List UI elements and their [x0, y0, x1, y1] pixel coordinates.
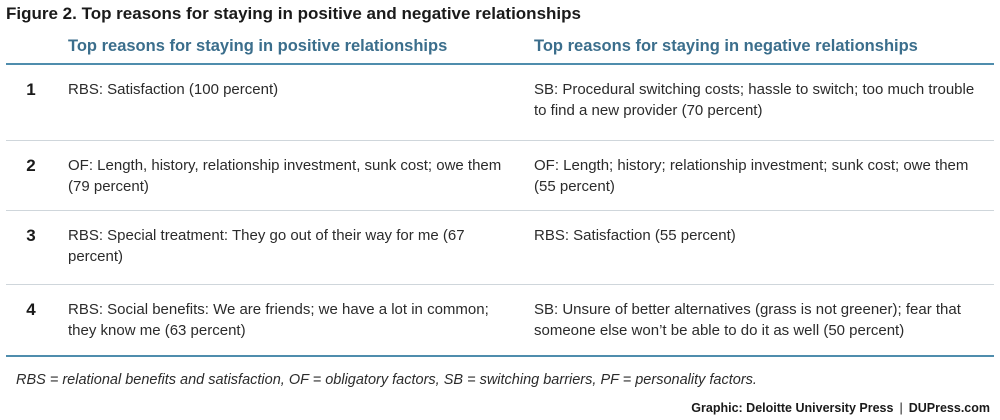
positive-reason: RBS: Satisfaction (100 percent) — [68, 81, 279, 98]
positive-reason: RBS: Special treatment: They go out of t… — [68, 227, 465, 265]
rank-number: 4 — [26, 300, 36, 319]
table-row: 2 OF: Length, history, relationship inve… — [6, 141, 994, 211]
negative-column-header: Top reasons for staying in negative rela… — [534, 37, 918, 55]
credit-site-link[interactable]: DUPress.com — [908, 401, 990, 415]
positive-reason: OF: Length, history, relationship invest… — [68, 157, 502, 195]
table-row: 4 RBS: Social benefits: We are friends; … — [6, 285, 994, 357]
positive-column-header: Top reasons for staying in positive rela… — [68, 37, 448, 55]
credit-separator: | — [899, 401, 903, 415]
rank-number: 1 — [26, 80, 36, 99]
negative-reason: OF: Length; history; relationship invest… — [534, 157, 969, 195]
figure-title: Figure 2. Top reasons for staying in pos… — [6, 4, 581, 23]
table-header: Top reasons for staying in positive rela… — [6, 30, 994, 65]
negative-reason: RBS: Satisfaction (55 percent) — [534, 227, 736, 244]
negative-reason: SB: Procedural switching costs; hassle t… — [534, 81, 975, 119]
table-row: 1 RBS: Satisfaction (100 percent) SB: Pr… — [6, 65, 994, 141]
source-credit: Graphic: Deloitte University Press | DUPre… — [691, 401, 990, 415]
negative-reason: SB: Unsure of better alternatives (grass… — [534, 301, 961, 339]
rank-number: 2 — [26, 156, 36, 175]
abbreviation-footnote: RBS = relational benefits and satisfacti… — [16, 372, 757, 388]
credit-source: Graphic: Deloitte University Press — [691, 401, 894, 415]
positive-reason: RBS: Social benefits: We are friends; we… — [68, 301, 489, 339]
table-row: 3 RBS: Special treatment: They go out of… — [6, 211, 994, 285]
reasons-table: Top reasons for staying in positive rela… — [6, 30, 994, 357]
rank-number: 3 — [26, 226, 36, 245]
